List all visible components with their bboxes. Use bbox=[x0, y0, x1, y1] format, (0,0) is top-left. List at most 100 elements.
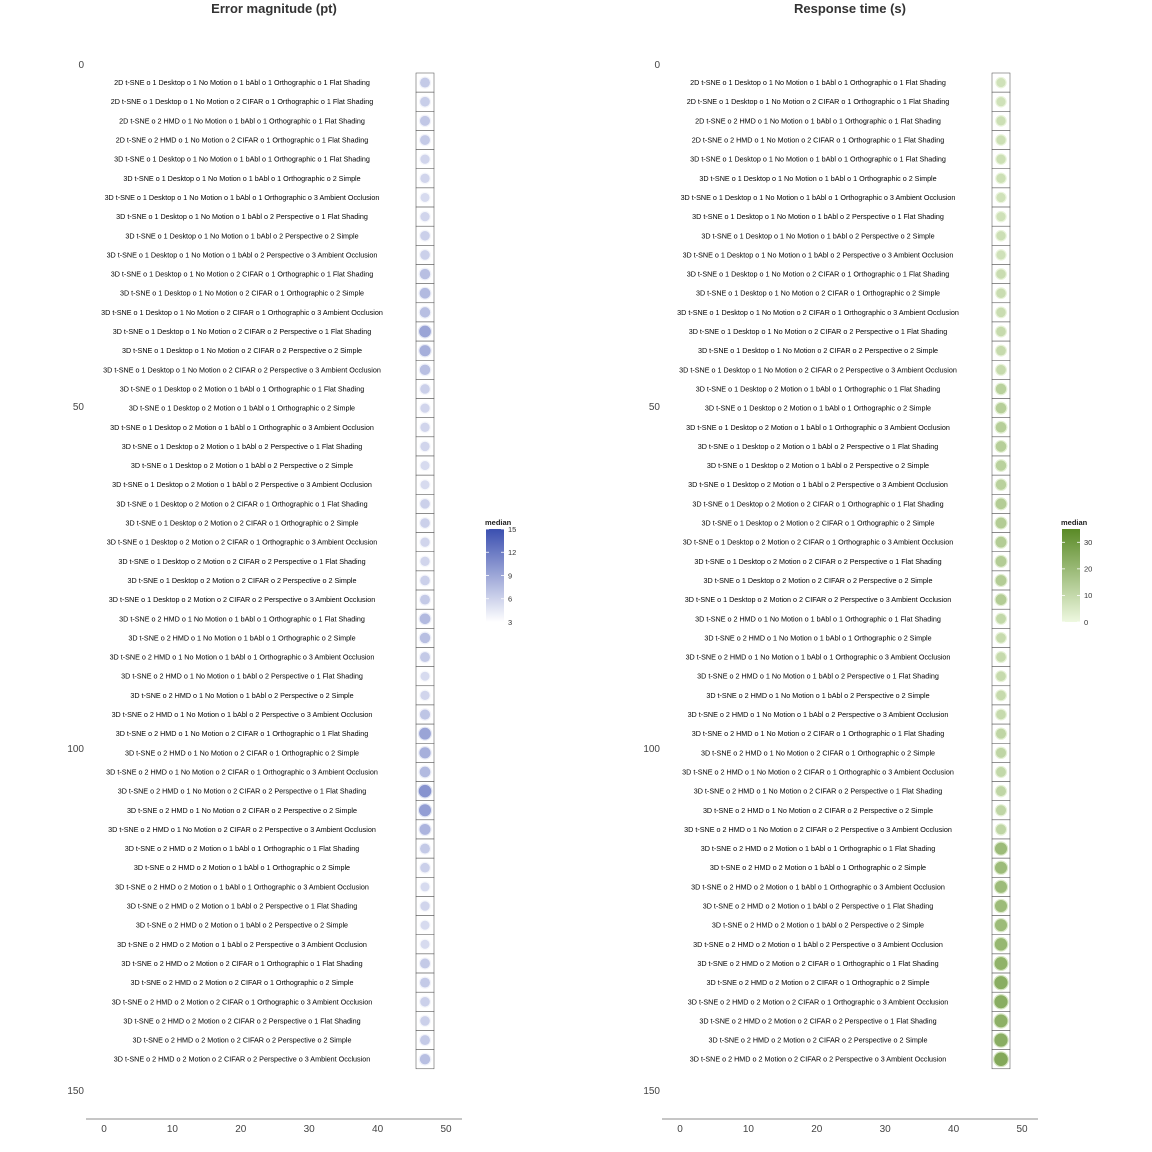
row-label: 3D t-SNE o 2 HMD o 1 No Motion o 2 CIFAR… bbox=[118, 787, 366, 796]
row-label: 2D t-SNE o 2 HMD o 1 No Motion o 1 bAbl … bbox=[695, 116, 941, 125]
row-label: 3D t-SNE o 1 Desktop o 2 Motion o 2 CIFA… bbox=[128, 576, 357, 585]
row-label: 2D t-SNE o 1 Desktop o 1 No Motion o 2 C… bbox=[687, 97, 949, 106]
row-label: 3D t-SNE o 2 HMD o 1 No Motion o 2 CIFAR… bbox=[684, 825, 952, 834]
row-label: 3D t-SNE o 1 Desktop o 1 No Motion o 2 C… bbox=[696, 289, 940, 298]
row-label: 3D t-SNE o 2 HMD o 1 No Motion o 1 bAbl … bbox=[706, 691, 929, 700]
row-label: 3D t-SNE o 1 Desktop o 2 Motion o 1 bAbl… bbox=[112, 480, 372, 489]
heat-dot bbox=[419, 268, 431, 280]
row-label: 3D t-SNE o 1 Desktop o 2 Motion o 2 CIFA… bbox=[107, 538, 377, 547]
heat-dot bbox=[420, 480, 430, 490]
row-label: 3D t-SNE o 2 HMD o 1 No Motion o 1 bAbl … bbox=[695, 614, 941, 623]
row-label: 3D t-SNE o 2 HMD o 2 Motion o 1 bAbl o 1… bbox=[710, 863, 926, 872]
heat-dot bbox=[420, 652, 430, 663]
heat-dot bbox=[420, 96, 430, 107]
heat-dot bbox=[995, 498, 1007, 510]
y-tick-label: 100 bbox=[67, 744, 84, 755]
row-label: 3D t-SNE o 1 Desktop o 1 No Motion o 2 C… bbox=[698, 346, 938, 355]
row-label: 3D t-SNE o 2 HMD o 2 Motion o 2 CIFAR o … bbox=[709, 1036, 928, 1045]
heat-dot bbox=[420, 135, 430, 145]
row-label: 3D t-SNE o 1 Desktop o 2 Motion o 2 CIFA… bbox=[683, 538, 953, 547]
row-label: 3D t-SNE o 2 HMD o 1 No Motion o 1 bAbl … bbox=[688, 710, 949, 719]
row-label: 3D t-SNE o 1 Desktop o 2 Motion o 2 CIFA… bbox=[126, 519, 359, 528]
heat-dot bbox=[420, 901, 430, 911]
heat-dot bbox=[996, 671, 1006, 682]
heat-dot bbox=[996, 269, 1006, 279]
heat-dot bbox=[995, 383, 1007, 395]
row-label: 3D t-SNE o 2 HMD o 2 Motion o 2 CIFAR o … bbox=[697, 959, 938, 968]
heat-dot bbox=[420, 230, 430, 241]
y-tick-label: 0 bbox=[654, 60, 660, 71]
row-label: 3D t-SNE o 2 HMD o 2 Motion o 1 bAbl o 1… bbox=[691, 882, 945, 891]
row-label: 3D t-SNE o 2 HMD o 2 Motion o 1 bAbl o 1… bbox=[134, 863, 350, 872]
row-label: 3D t-SNE o 1 Desktop o 1 No Motion o 2 C… bbox=[113, 327, 371, 336]
heat-dot bbox=[420, 403, 430, 413]
heat-dot bbox=[420, 920, 430, 930]
heat-dot bbox=[994, 1052, 1008, 1066]
heat-dot bbox=[420, 211, 430, 222]
row-label: 3D t-SNE o 2 HMD o 2 Motion o 1 bAbl o 2… bbox=[136, 921, 348, 930]
row-label: 3D t-SNE o 2 HMD o 1 No Motion o 1 bAbl … bbox=[130, 691, 353, 700]
heat-dot bbox=[996, 307, 1006, 318]
x-tick-label: 50 bbox=[1016, 1124, 1028, 1135]
row-label: 3D t-SNE o 1 Desktop o 1 No Motion o 1 b… bbox=[107, 250, 378, 259]
heat-dot bbox=[420, 461, 430, 471]
heat-dot bbox=[420, 1016, 430, 1026]
legend-tick-label: 9 bbox=[508, 571, 512, 580]
row-label: 3D t-SNE o 2 HMD o 1 No Motion o 1 bAbl … bbox=[121, 672, 363, 681]
heat-dot bbox=[418, 784, 432, 798]
heat-dot bbox=[995, 786, 1007, 797]
heat-dot bbox=[420, 843, 430, 854]
heat-dot bbox=[995, 728, 1007, 739]
heat-dot bbox=[996, 365, 1006, 375]
heat-dot bbox=[996, 78, 1006, 88]
heat-dot bbox=[420, 1035, 430, 1046]
row-label: 3D t-SNE o 1 Desktop o 1 No Motion o 1 b… bbox=[681, 193, 956, 202]
heat-dot bbox=[420, 882, 430, 892]
row-label: 3D t-SNE o 1 Desktop o 2 Motion o 1 bAbl… bbox=[705, 404, 931, 413]
heat-dot bbox=[995, 402, 1007, 414]
row-label: 3D t-SNE o 1 Desktop o 2 Motion o 2 CIFA… bbox=[704, 576, 933, 585]
heat-dot bbox=[420, 977, 430, 988]
y-tick-label: 0 bbox=[78, 60, 84, 71]
row-label: 2D t-SNE o 2 HMD o 1 No Motion o 1 bAbl … bbox=[119, 116, 365, 125]
row-label: 3D t-SNE o 2 HMD o 1 No Motion o 2 CIFAR… bbox=[116, 729, 368, 738]
legend-tick-label: 12 bbox=[508, 548, 516, 557]
x-tick-label: 20 bbox=[811, 1124, 823, 1135]
heat-dot bbox=[420, 499, 430, 509]
heat-dot bbox=[996, 212, 1006, 222]
heat-dot bbox=[419, 709, 431, 720]
x-tick-label: 0 bbox=[677, 1124, 683, 1135]
row-label: 3D t-SNE o 2 HMD o 1 No Motion o 1 bAbl … bbox=[128, 633, 355, 642]
row-label: 3D t-SNE o 2 HMD o 1 No Motion o 2 CIFAR… bbox=[127, 806, 357, 815]
heat-dot bbox=[995, 747, 1007, 758]
heat-dot bbox=[419, 345, 431, 357]
heat-dot bbox=[419, 1054, 431, 1065]
legend-tick-label: 15 bbox=[508, 525, 516, 534]
heat-dot bbox=[996, 652, 1006, 662]
row-label: 3D t-SNE o 1 Desktop o 1 No Motion o 1 b… bbox=[116, 212, 368, 221]
legend-tick-label: 10 bbox=[1084, 591, 1092, 600]
heat-dot bbox=[996, 173, 1006, 183]
row-label: 2D t-SNE o 1 Desktop o 1 No Motion o 2 C… bbox=[111, 97, 373, 106]
row-label: 3D t-SNE o 2 HMD o 1 No Motion o 1 bAbl … bbox=[686, 653, 951, 662]
x-tick-label: 10 bbox=[167, 1124, 179, 1135]
row-label: 3D t-SNE o 2 HMD o 2 Motion o 1 bAbl o 2… bbox=[703, 902, 934, 911]
heat-dot bbox=[419, 804, 431, 817]
row-label: 3D t-SNE o 2 HMD o 1 No Motion o 2 CIFAR… bbox=[703, 806, 933, 815]
row-label: 3D t-SNE o 2 HMD o 2 Motion o 2 CIFAR o … bbox=[123, 1016, 360, 1025]
row-label: 3D t-SNE o 2 HMD o 1 No Motion o 2 CIFAR… bbox=[108, 825, 376, 834]
row-label: 3D t-SNE o 2 HMD o 2 Motion o 2 CIFAR o … bbox=[121, 959, 362, 968]
row-label: 3D t-SNE o 1 Desktop o 1 No Motion o 1 b… bbox=[125, 231, 358, 240]
heat-dot bbox=[995, 517, 1007, 529]
heat-dot bbox=[995, 594, 1007, 605]
heat-dot bbox=[996, 135, 1006, 145]
row-label: 3D t-SNE o 2 HMD o 2 Motion o 1 bAbl o 1… bbox=[115, 882, 369, 891]
heat-dot bbox=[996, 250, 1006, 260]
heat-dot bbox=[996, 709, 1006, 720]
row-label: 3D t-SNE o 1 Desktop o 2 Motion o 2 CIFA… bbox=[116, 499, 367, 508]
row-label: 3D t-SNE o 2 HMD o 2 Motion o 1 bAbl o 2… bbox=[117, 940, 367, 949]
heat-dot bbox=[419, 727, 431, 740]
row-label: 3D t-SNE o 1 Desktop o 1 No Motion o 2 C… bbox=[122, 346, 362, 355]
heat-dot bbox=[419, 823, 431, 835]
heat-dot bbox=[996, 345, 1006, 356]
